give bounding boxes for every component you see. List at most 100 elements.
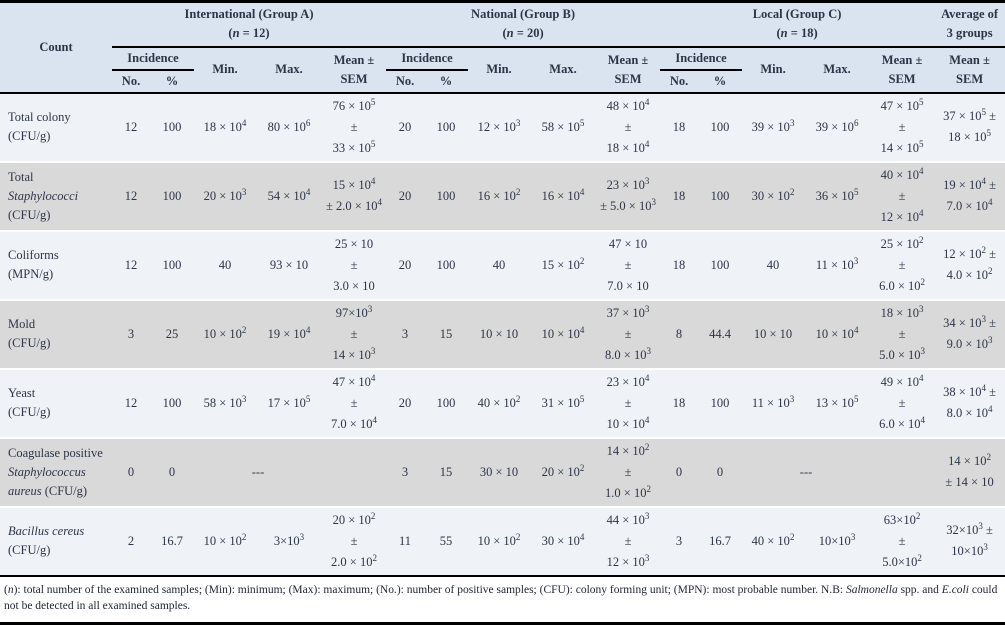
average-of-groups-header: Average of 3 groups bbox=[934, 1, 1005, 48]
cell-pct: 100 bbox=[150, 367, 194, 438]
cell-mean-sem: 47 × 10 ±7.0 × 10 bbox=[596, 229, 661, 300]
cell-mean-sem: 20 × 102 ±2.0 × 102 bbox=[322, 505, 387, 577]
cell-max: 11 × 103 bbox=[804, 229, 871, 300]
cell-mean-sem: 15 × 104 ± 2.0 × 104 bbox=[322, 160, 387, 231]
count-header: Count bbox=[0, 1, 112, 93]
group-a-header: International (Group A) (n = 12) bbox=[112, 1, 387, 48]
group-b-title: National (Group B) bbox=[471, 7, 575, 22]
row-label: Yeast (CFU/g) bbox=[0, 367, 112, 438]
cell-no: 12 bbox=[112, 91, 150, 162]
cell-no: 11 bbox=[386, 505, 425, 577]
cell-mean-sem: 97×103 ±14 × 103 bbox=[322, 298, 387, 369]
group-c-n: (n = 18) bbox=[776, 26, 818, 41]
cell-no: 12 bbox=[112, 367, 150, 438]
cell-pct: 100 bbox=[150, 91, 194, 162]
cell-mean-sem: 14 × 102 ±1.0 × 102 bbox=[596, 436, 661, 507]
cell-pct: 0 bbox=[150, 436, 194, 507]
row-label: Coliforms (MPN/g) bbox=[0, 229, 112, 300]
cell-min: 30 × 102 bbox=[742, 160, 805, 231]
cell-pct: 15 bbox=[424, 436, 469, 507]
cell-min: 10 × 102 bbox=[194, 505, 256, 577]
max-header-a: Max. bbox=[256, 46, 322, 93]
cell-min: 39 × 103 bbox=[742, 91, 805, 162]
table-row: Mold (CFU/g) 3 25 10 × 102 19 × 104 97×103 ±14 … bbox=[0, 298, 1005, 369]
table-row: Coliforms (MPN/g) 12 100 40 93 × 10 25 × 10 ±3.… bbox=[0, 229, 1005, 300]
cell-min: 40 × 102 bbox=[742, 505, 805, 577]
min-header-b: Min. bbox=[468, 46, 531, 93]
mean-sem-header-b: Mean ± SEM bbox=[596, 46, 661, 93]
group-b-n: (n = 20) bbox=[502, 26, 544, 41]
cell-pct: 44.4 bbox=[698, 298, 743, 369]
cell-no: 2 bbox=[112, 505, 150, 577]
row-label: Total colony (CFU/g) bbox=[0, 91, 112, 162]
cell-no: 12 bbox=[112, 160, 150, 231]
cell-pct: 100 bbox=[698, 91, 743, 162]
group-a-title: International (Group A) bbox=[184, 7, 314, 22]
incidence-header-c: Incidence bbox=[660, 46, 743, 71]
cell-min: 11 × 103 bbox=[742, 367, 805, 438]
cell-pct: 100 bbox=[424, 160, 469, 231]
cell-average-mean-sem: 32×103 ±10×103 bbox=[934, 505, 1005, 577]
cell-min: 30 × 10 bbox=[468, 436, 531, 507]
group-a-n: (n = 12) bbox=[228, 26, 270, 41]
cell-no: 20 bbox=[386, 160, 425, 231]
min-header-a: Min. bbox=[194, 46, 256, 93]
cell-max: 19 × 104 bbox=[256, 298, 322, 369]
cell-mean-sem: 23 × 103 ± 5.0 × 103 bbox=[596, 160, 661, 231]
cell-mean-sem: 63×102 ±5.0×102 bbox=[870, 505, 935, 577]
cell-mean-sem: 47 × 105 ±14 × 105 bbox=[870, 91, 935, 162]
cell-no: 18 bbox=[660, 229, 699, 300]
cell-average-mean-sem: 37 × 105 ±18 × 105 bbox=[934, 91, 1005, 162]
incidence-header-a: Incidence bbox=[112, 46, 194, 71]
cell-average-mean-sem: 12 × 102 ±4.0 × 102 bbox=[934, 229, 1005, 300]
cell-pct: 16.7 bbox=[150, 505, 194, 577]
footnote-text: (n): total number of the examined sample… bbox=[4, 583, 998, 613]
cell-min: 16 × 102 bbox=[468, 160, 531, 231]
cell-max: 93 × 10 bbox=[256, 229, 322, 300]
cell-no: 20 bbox=[386, 229, 425, 300]
cell-no: 12 bbox=[112, 229, 150, 300]
cell-no: 18 bbox=[660, 367, 699, 438]
cell-max: 31 × 105 bbox=[530, 367, 597, 438]
cell-min: 40 bbox=[194, 229, 256, 300]
cell-max: 10 × 104 bbox=[530, 298, 597, 369]
cell-not-detected: --- bbox=[194, 436, 322, 507]
cell-min: 18 × 104 bbox=[194, 91, 256, 162]
cell-no: 8 bbox=[660, 298, 699, 369]
cell-mean-sem bbox=[870, 436, 935, 507]
cell-no: 20 bbox=[386, 367, 425, 438]
min-header-c: Min. bbox=[742, 46, 805, 93]
cell-pct: 100 bbox=[424, 91, 469, 162]
cell-max: 20 × 102 bbox=[530, 436, 597, 507]
cell-max: 10×103 bbox=[804, 505, 871, 577]
cell-mean-sem: 48 × 104 ±18 × 104 bbox=[596, 91, 661, 162]
cell-mean-sem: 47 × 104 ±7.0 × 104 bbox=[322, 367, 387, 438]
cell-pct: 0 bbox=[698, 436, 743, 507]
cell-mean-sem: 76 × 105 ±33 × 105 bbox=[322, 91, 387, 162]
table-row: Total colony (CFU/g) 12 100 18 × 104 80 × 106… bbox=[0, 91, 1005, 162]
cell-pct: 100 bbox=[150, 229, 194, 300]
cell-mean-sem: 40 × 104 ±12 × 104 bbox=[870, 160, 935, 231]
cell-min: 10 × 102 bbox=[468, 505, 531, 577]
cell-pct: 16.7 bbox=[698, 505, 743, 577]
cell-pct: 15 bbox=[424, 298, 469, 369]
cell-pct: 100 bbox=[150, 160, 194, 231]
results-table: Count International (Group A) (n = 12) N… bbox=[0, 0, 1005, 577]
cell-mean-sem bbox=[322, 436, 387, 507]
cell-no: 3 bbox=[112, 298, 150, 369]
cell-max: 3×103 bbox=[256, 505, 322, 577]
table-row: Bacillus cereus (CFU/g) 2 16.7 10 × 102 3×103… bbox=[0, 505, 1005, 577]
table-row: Yeast (CFU/g) 12 100 58 × 103 17 × 105 47 × 10… bbox=[0, 367, 1005, 438]
row-label: Total Staphylococci (CFU/g) bbox=[0, 160, 112, 231]
cell-mean-sem: 18 × 103 ±5.0 × 103 bbox=[870, 298, 935, 369]
cell-min: 40 × 102 bbox=[468, 367, 531, 438]
cell-max: 58 × 105 bbox=[530, 91, 597, 162]
cell-no: 18 bbox=[660, 91, 699, 162]
cell-max: 30 × 104 bbox=[530, 505, 597, 577]
cell-mean-sem: 23 × 104 ±10 × 104 bbox=[596, 367, 661, 438]
group-c-header: Local (Group C) (n = 18) bbox=[660, 1, 935, 48]
cell-average-mean-sem: 14 × 102 ± 14 × 10 bbox=[934, 436, 1005, 507]
cell-average-mean-sem: 19 × 104 ±7.0 × 104 bbox=[934, 160, 1005, 231]
footnote: (n): total number of the examined sample… bbox=[0, 577, 1005, 625]
cell-average-mean-sem: 34 × 103 ±9.0 × 103 bbox=[934, 298, 1005, 369]
